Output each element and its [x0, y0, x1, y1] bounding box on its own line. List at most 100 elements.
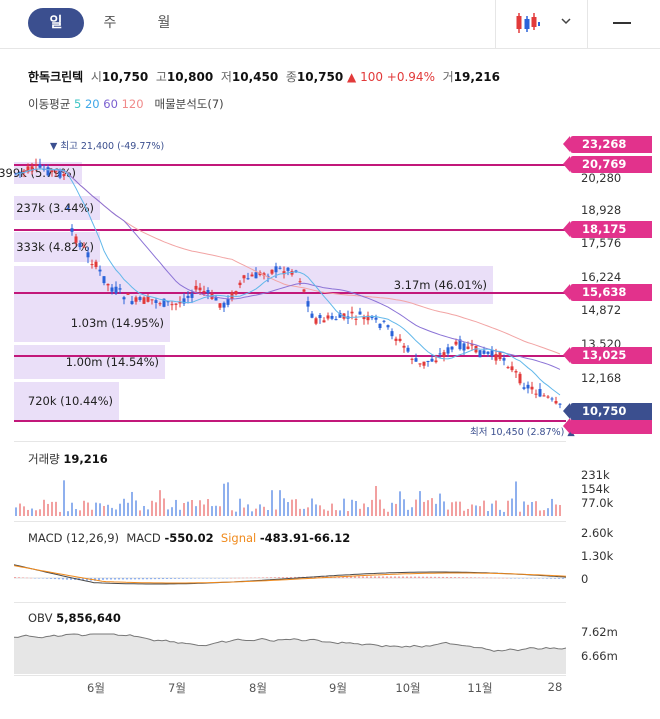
macd-histogram-bar — [378, 576, 380, 578]
volume-bar — [115, 509, 117, 516]
price-tag — [563, 418, 652, 434]
y-tick: 12,168 — [581, 371, 622, 385]
y-tick: 7.62m — [581, 625, 618, 639]
y-tick: 16,224 — [581, 270, 622, 284]
x-tick: 28 — [547, 680, 563, 694]
macd-histogram-bar — [422, 576, 424, 578]
volume-bar — [359, 508, 361, 516]
macd-histogram-bar — [562, 578, 564, 579]
macd-histogram-bar — [470, 577, 472, 578]
macd-histogram-bar — [154, 578, 156, 580]
macd-histogram-bar — [406, 576, 408, 578]
macd-histogram-bar — [166, 578, 168, 579]
y-tick: 154k — [581, 482, 610, 496]
volume-bar — [483, 500, 485, 516]
macd-histogram-bar — [498, 577, 500, 579]
low-price: 10,450 — [231, 70, 279, 84]
volume-bar — [391, 502, 393, 516]
candle-body — [46, 167, 50, 176]
candle-body — [234, 291, 238, 295]
moving-average-legend[interactable]: 이동평균 5 20 60 120 매물분석도(7) — [28, 97, 224, 111]
candle-body — [506, 367, 510, 369]
volume-bar — [251, 511, 253, 516]
macd-histogram-bar — [478, 577, 480, 578]
candle-body — [410, 358, 414, 360]
chart-type-selector[interactable] — [512, 10, 576, 36]
candle-body — [282, 271, 286, 275]
tab-week[interactable]: 주 — [103, 15, 117, 31]
macd-histogram-bar — [546, 578, 548, 579]
candlestick-icon — [516, 13, 571, 33]
volume-bar — [443, 501, 445, 516]
candle-body — [162, 298, 166, 307]
obv-chart — [14, 633, 566, 674]
volume-bar — [291, 499, 293, 516]
macd-histogram-bar — [506, 577, 508, 579]
macd-histogram-bar — [214, 578, 216, 579]
volume-bar — [371, 499, 373, 516]
macd-histogram-bar — [174, 578, 176, 579]
x-tick: 8월 — [249, 681, 267, 695]
candle-body — [446, 347, 450, 354]
candle-body — [186, 295, 190, 298]
candle-body — [166, 301, 170, 303]
macd-histogram-bar — [30, 577, 32, 579]
candle-body — [150, 299, 154, 301]
candle-body — [378, 323, 382, 328]
volume-bar — [447, 509, 449, 516]
candle-body — [382, 320, 386, 322]
volume-bar — [179, 509, 181, 516]
volume-bar — [75, 509, 77, 516]
candle-body — [178, 301, 182, 304]
macd-histogram-bar — [38, 578, 40, 579]
macd-histogram-bar — [22, 577, 24, 578]
panel-divider — [14, 521, 566, 522]
volume-bar — [267, 510, 269, 516]
volume-bar — [399, 491, 401, 516]
macd-histogram-bar — [122, 578, 124, 580]
volume-bar — [295, 499, 297, 516]
candle-body — [558, 403, 562, 405]
candle-body — [82, 246, 86, 248]
macd-histogram-bar — [398, 576, 400, 578]
candle-body — [330, 315, 334, 319]
panel-divider — [14, 675, 566, 676]
candle-body — [402, 345, 406, 348]
candle-body — [62, 174, 66, 177]
macd-histogram-bar — [86, 578, 88, 581]
period-tabs-bar: 일 주 월 — [0, 0, 660, 49]
macd-histogram-bar — [542, 578, 544, 579]
candle-body — [486, 351, 490, 354]
macd-histogram-bar — [294, 576, 296, 578]
macd-histogram-bar — [198, 578, 200, 579]
candle-body — [122, 297, 126, 300]
y-tick: 6.66m — [581, 649, 618, 663]
volume-bar — [503, 511, 505, 516]
menu-icon[interactable] — [613, 22, 631, 24]
macd-histogram-bar — [42, 578, 44, 579]
candle-body — [306, 301, 310, 307]
volume-profile-toggle[interactable]: 매물분석도(7) — [154, 97, 224, 111]
macd-histogram-bar — [202, 578, 204, 579]
price-line — [14, 420, 566, 422]
volume-bar — [195, 506, 197, 516]
max-price-label: ▼ 최고 21,400 (-49.77%) — [50, 141, 165, 152]
candle-body — [394, 338, 398, 341]
macd-histogram-bar — [454, 577, 456, 578]
candle-body — [538, 389, 542, 397]
macd-histogram-bar — [510, 578, 512, 579]
macd-histogram-bar — [358, 576, 360, 578]
candle-body — [54, 171, 58, 173]
volume-bar — [323, 509, 325, 516]
macd-histogram-bar — [242, 577, 244, 579]
macd-histogram-bar — [374, 576, 376, 578]
macd-histogram-bar — [130, 578, 132, 580]
tab-month[interactable]: 월 — [157, 15, 171, 31]
candle-body — [34, 164, 38, 166]
volume-bar — [103, 505, 105, 516]
tab-day[interactable]: 일 — [28, 8, 84, 38]
macd-histogram-bar — [110, 578, 112, 580]
candle-body — [50, 169, 54, 173]
price-chart[interactable] — [14, 130, 566, 440]
candle-body — [450, 346, 454, 350]
